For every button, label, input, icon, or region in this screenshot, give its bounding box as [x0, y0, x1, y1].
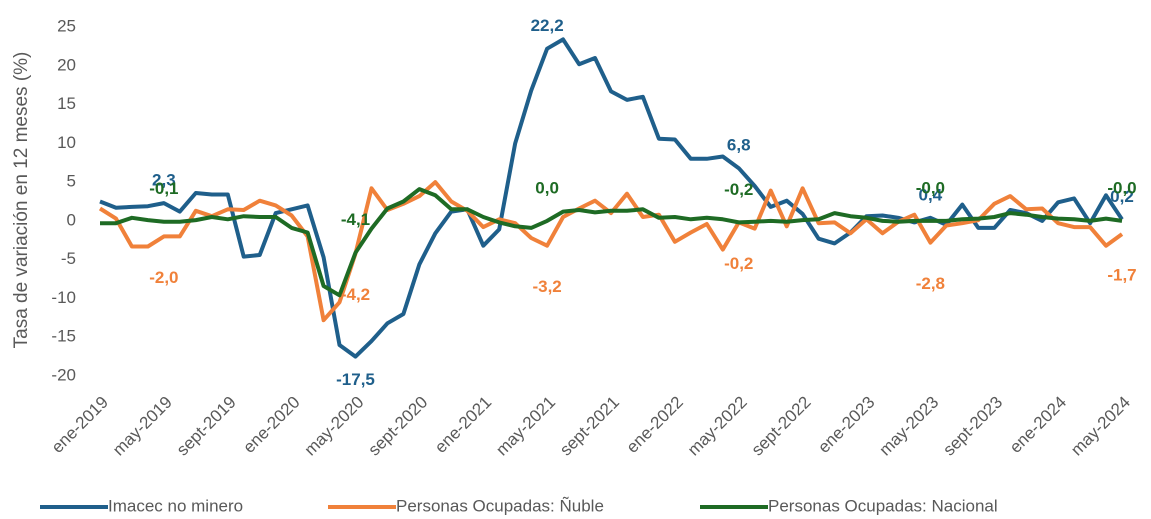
y-tick-label: -15 [51, 327, 76, 346]
x-tick-label: ene-2024 [1006, 393, 1070, 457]
data-label: 6,8 [727, 136, 751, 155]
data-label: -0,2 [724, 254, 753, 273]
x-tick-label: sept-2021 [556, 393, 623, 460]
x-tick-label: ene-2021 [431, 393, 495, 457]
data-label: 22,2 [531, 16, 564, 35]
y-tick-label: -5 [61, 249, 76, 268]
y-axis-label: Tasa de variación en 12 meses (%) [11, 52, 32, 349]
legend-label: Personas Ocupadas: Ñuble [396, 496, 604, 515]
x-tick-label: ene-2019 [48, 393, 112, 457]
data-label: -17,5 [336, 370, 375, 389]
data-label: -4,2 [341, 285, 370, 304]
data-label: -0,1 [149, 179, 178, 198]
y-tick-label: 0 [67, 210, 76, 229]
y-tick-label: 25 [57, 16, 76, 35]
x-tick-label: ene-2020 [239, 393, 303, 457]
y-tick-label: 20 [57, 55, 76, 74]
data-label: -3,2 [532, 277, 561, 296]
x-tick-label: may-2022 [684, 393, 751, 460]
y-tick-label: -10 [51, 288, 76, 307]
y-tick-label: -20 [51, 365, 76, 384]
x-tick-label: sept-2022 [748, 393, 815, 460]
x-tick-label: sept-2019 [173, 393, 240, 460]
x-tick-label: may-2023 [875, 393, 942, 460]
x-tick-label: may-2021 [492, 393, 559, 460]
data-label: 0,2 [1110, 187, 1134, 206]
x-tick-label: ene-2023 [814, 393, 878, 457]
y-tick-label: 5 [67, 172, 76, 191]
y-tick-label: 10 [57, 133, 76, 152]
data-label: -2,0 [149, 268, 178, 287]
data-label: 2,3 [152, 171, 176, 190]
x-tick-label: ene-2022 [623, 393, 687, 457]
data-label: -0,2 [724, 180, 753, 199]
data-label: 0,0 [535, 178, 559, 197]
series-line [99, 37, 1124, 359]
x-tick-label: sept-2020 [364, 393, 431, 460]
data-label: -1,7 [1107, 266, 1136, 285]
x-tick-label: may-2020 [301, 393, 368, 460]
series-line [100, 187, 1123, 298]
data-label: 0,4 [919, 185, 943, 204]
x-tick-label: sept-2023 [939, 393, 1006, 460]
data-label: -4,1 [341, 210, 370, 229]
legend-label: Personas Ocupadas: Nacional [768, 496, 998, 515]
x-tick-label: may-2024 [1067, 393, 1134, 460]
y-tick-label: 15 [57, 94, 76, 113]
data-label: -0,0 [1107, 178, 1136, 197]
series-line [98, 180, 1124, 323]
data-label: -2,8 [916, 274, 945, 293]
x-tick-label: may-2019 [109, 393, 176, 460]
data-label: -0,0 [916, 178, 945, 197]
legend-label: Imacec no minero [108, 496, 243, 515]
